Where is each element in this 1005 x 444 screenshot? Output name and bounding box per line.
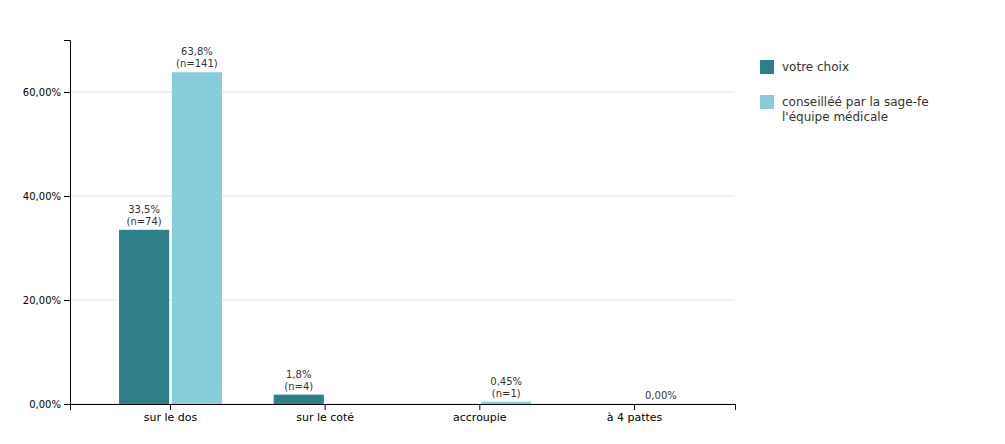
legend-label-line: l'équipe médicale [782,110,888,124]
x-tick-label: accroupie [453,411,507,424]
data-label-line: 63,8% [181,46,213,57]
data-label-line: (n=141) [176,58,218,69]
x-tick-label: à 4 pattes [607,411,663,424]
y-tick-label: 0,00% [29,399,61,410]
legend-item: conseilléé par la sage-fel'équipe médica… [760,95,929,124]
bar [326,404,376,405]
y-tick: 40,00% [23,191,70,202]
y-tick-mark [64,404,70,405]
legend: votre choix conseilléé par la sage-fel'éq… [760,60,929,124]
bar-series [172,72,531,404]
bars [119,72,531,404]
x-tick: sur le coté [296,404,354,424]
bar [636,404,686,405]
x-tick-mark [325,404,326,410]
data-label: 0,45%(n=1) [490,376,522,399]
grid [70,92,735,404]
legend-item: votre choix [760,60,849,74]
data-label-line: 0,00% [645,390,677,401]
data-label: 0,00% [645,390,677,401]
data-label-line: 1,8% [286,369,311,380]
y-tick-label: 20,00% [23,295,61,306]
legend-label-line: votre choix [782,60,849,74]
x-tick-label: sur le coté [296,411,354,424]
y-tick-mark [64,300,70,301]
data-label: 63,8%(n=141) [176,46,218,69]
y-tick-mark [64,92,70,93]
grid-line [70,92,735,93]
x-tick: à 4 pattes [607,404,663,424]
chart-svg: 0,00%20,00%40,00%60,00%sur le dossur le … [0,0,1005,444]
y-axis-line [64,41,71,405]
data-label-line: (n=4) [284,381,313,392]
data-label-line: (n=1) [492,388,521,399]
legend-swatch [760,95,774,109]
bar [428,404,478,405]
data-label-line: (n=74) [126,216,161,227]
legend-label: conseilléé par la sage-fel'équipe médica… [782,95,929,124]
data-label-line: 33,5% [128,204,160,215]
bar [172,72,222,404]
y-tick-mark [64,196,70,197]
bar [583,404,633,405]
grid-line [70,300,735,301]
x-tick: accroupie [453,404,507,424]
legend-label: votre choix [782,60,849,74]
x-tick: sur le dos [144,404,198,424]
data-label-line: 0,45% [490,376,522,387]
x-tick-mark [479,404,480,410]
legend-label-line: conseilléé par la sage-fe [782,95,929,109]
y-axis: 0,00% 20,00% 40,00% 60,00% [23,41,71,410]
grid-line [70,196,735,197]
x-axis-line [71,405,736,411]
data-label: 1,8%(n=4) [284,369,313,392]
x-tick-mark [634,404,635,410]
legend-swatch [760,60,774,74]
y-tick: 20,00% [23,295,70,306]
x-axis: sur le dos sur le coté accroupie à 4 pattes [71,404,736,424]
data-label: 33,5%(n=74) [126,204,161,227]
bar [481,402,531,404]
x-tick-mark [170,404,171,410]
y-tick-label: 60,00% [23,87,61,98]
bar [274,395,324,404]
bar [119,230,169,404]
plot: 0,00%20,00%40,00%60,00%sur le dossur le … [23,41,736,424]
chart-container: 0,00%20,00%40,00%60,00%sur le dossur le … [0,0,1005,444]
y-tick-label: 40,00% [23,191,61,202]
x-tick-label: sur le dos [144,411,198,424]
data-labels: 33,5%(n=74)1,8%(n=4)63,8%(n=141)0,45%(n=… [126,46,676,401]
y-tick: 0,00% [29,399,70,410]
y-tick: 60,00% [23,87,70,98]
